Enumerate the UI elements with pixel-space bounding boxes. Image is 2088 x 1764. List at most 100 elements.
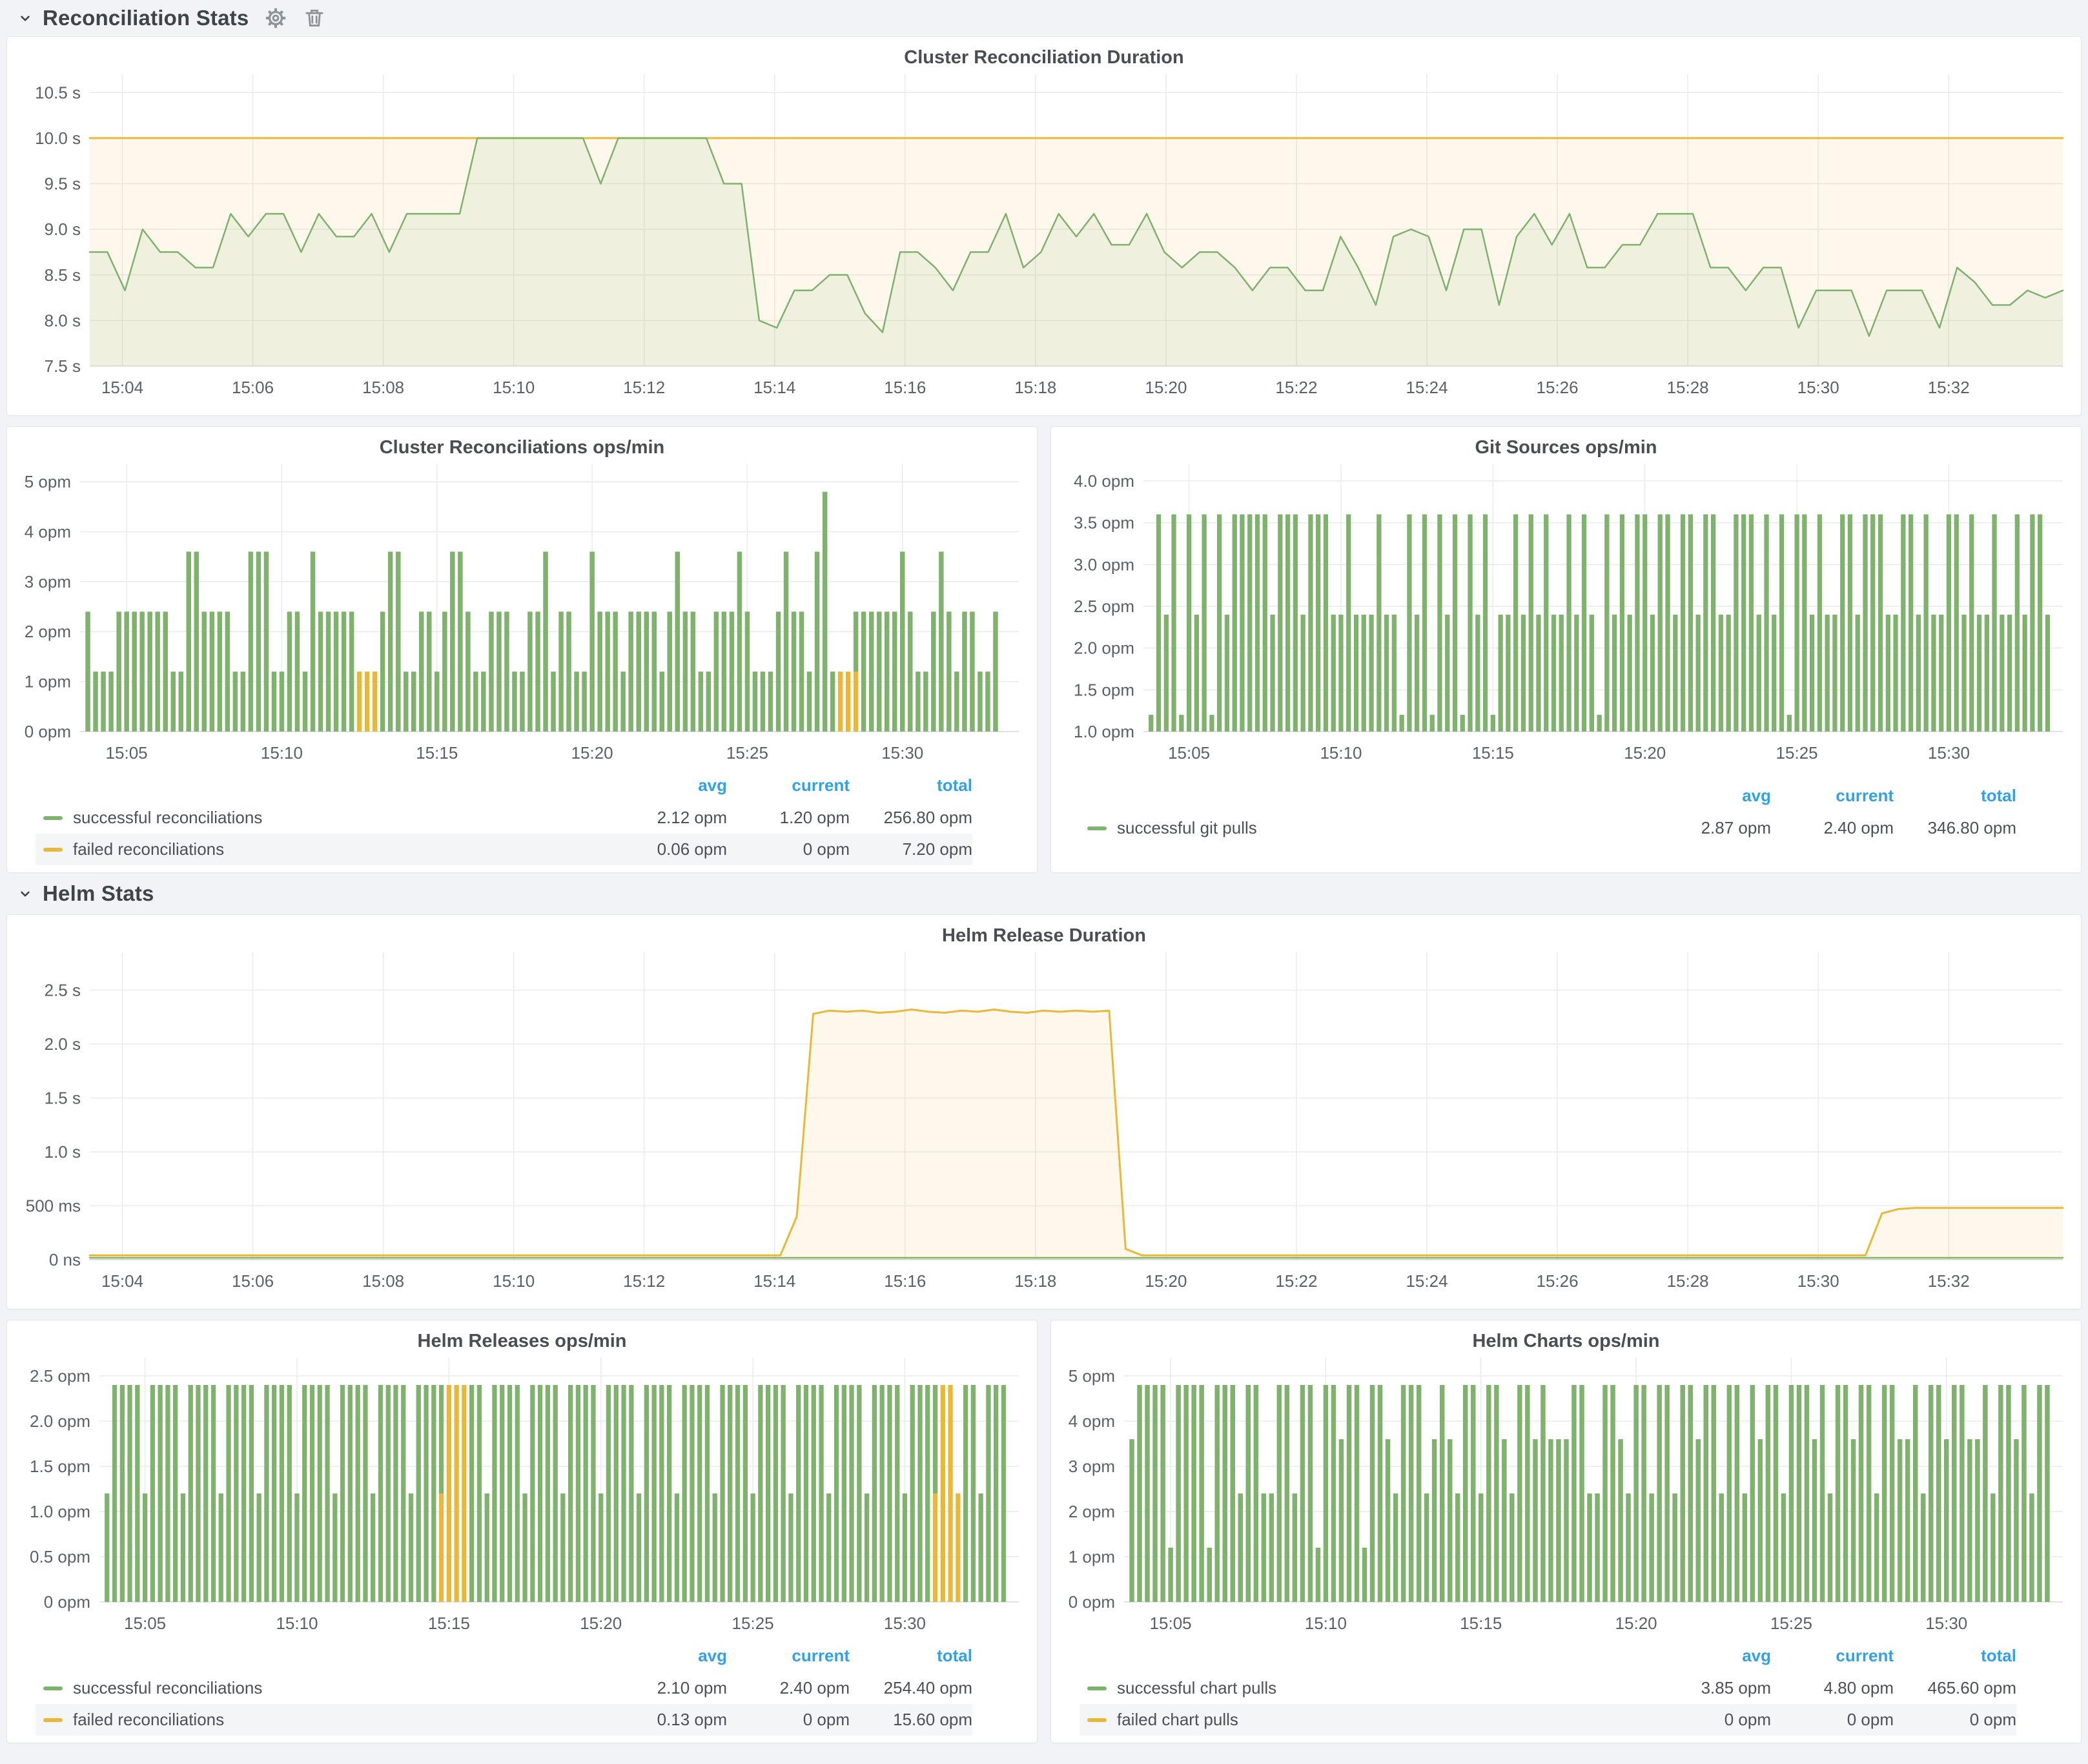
- svg-text:10.5 s: 10.5 s: [35, 83, 81, 102]
- legend-row: successful reconciliations 2.10 opm 2.40 o…: [36, 1672, 972, 1704]
- legend-series-name[interactable]: successful reconciliations: [73, 808, 263, 827]
- svg-text:3 opm: 3 opm: [1069, 1457, 1115, 1476]
- legend-sort-total[interactable]: total: [1981, 1646, 2016, 1665]
- cluster-reconciliations-chart[interactable]: 0 opm 1 opm 2 opm 3 opm 4 opm 5 opm 15:05 15:10…: [7, 455, 1037, 773]
- legend-stat-value: 2.40 opm: [1823, 818, 1894, 837]
- legend-sort-total[interactable]: total: [1981, 786, 2016, 805]
- legend-row: successful git pulls 2.87 opm 2.40 opm 346.…: [1080, 812, 2016, 844]
- svg-text:4.0 opm: 4.0 opm: [1074, 471, 1134, 491]
- legend-sort-avg[interactable]: avg: [1742, 1646, 1771, 1665]
- legend-stat-value: 2.40 opm: [779, 1678, 850, 1697]
- svg-text:15:32: 15:32: [1928, 1271, 1970, 1291]
- svg-text:0 ns: 0 ns: [49, 1250, 81, 1269]
- trash-icon[interactable]: [303, 6, 326, 30]
- svg-text:15:20: 15:20: [580, 1614, 622, 1633]
- svg-text:15:25: 15:25: [726, 743, 768, 763]
- svg-text:2.5 opm: 2.5 opm: [1074, 597, 1134, 616]
- svg-text:1 opm: 1 opm: [1069, 1547, 1115, 1566]
- chevron-down-icon: [21, 15, 30, 21]
- svg-text:15:25: 15:25: [1770, 1614, 1812, 1633]
- svg-text:15:20: 15:20: [1615, 1614, 1657, 1633]
- panel-title[interactable]: Cluster Reconciliation Duration: [904, 47, 1184, 68]
- panel-title[interactable]: Helm Release Duration: [942, 925, 1146, 946]
- legend-sort-total[interactable]: total: [937, 1646, 972, 1665]
- legend-stat-value: 0 opm: [803, 839, 850, 859]
- svg-text:15:14: 15:14: [753, 378, 795, 397]
- legend-series-name[interactable]: failed reconciliations: [73, 1710, 225, 1729]
- legend-stat-value: 0 opm: [803, 1710, 850, 1729]
- svg-text:2.5 s: 2.5 s: [45, 980, 81, 1000]
- helm-charts-chart[interactable]: 0 opm 1 opm 2 opm 3 opm 4 opm 5 opm 15:05 15:10…: [1051, 1349, 2081, 1643]
- helm-release-duration-chart[interactable]: 0 ns 500 ms 1.0 s 1.5 s 2.0 s 2.5 s 15:04 15:06…: [7, 943, 2081, 1301]
- svg-text:9.0 s: 9.0 s: [45, 220, 81, 239]
- legend-series-color-icon[interactable]: [43, 1686, 63, 1690]
- svg-text:15:05: 15:05: [1168, 743, 1210, 763]
- legend-sort-current[interactable]: current: [1836, 1646, 1894, 1665]
- git-sources-chart[interactable]: 1.0 opm 1.5 opm 2.0 opm 2.5 opm 3.0 opm 3.5 o…: [1051, 455, 2081, 773]
- legend-header-row: avg current total: [36, 1643, 972, 1672]
- legend-series-name[interactable]: successful chart pulls: [1117, 1678, 1277, 1697]
- svg-text:15:10: 15:10: [1320, 743, 1362, 763]
- svg-text:15:14: 15:14: [753, 1271, 795, 1291]
- svg-text:15:15: 15:15: [416, 743, 458, 763]
- legend-sort-avg[interactable]: avg: [698, 1646, 727, 1665]
- svg-text:15:18: 15:18: [1014, 378, 1056, 397]
- svg-text:15:30: 15:30: [1797, 1271, 1839, 1291]
- panel-title[interactable]: Cluster Reconciliations ops/min: [379, 437, 665, 458]
- svg-text:15:22: 15:22: [1275, 378, 1317, 397]
- legend-series-color-icon[interactable]: [43, 815, 63, 820]
- panel-title[interactable]: Helm Releases ops/min: [417, 1331, 627, 1351]
- svg-text:15:04: 15:04: [101, 1271, 143, 1291]
- legend-sort-current[interactable]: current: [1836, 786, 1894, 805]
- svg-text:15:26: 15:26: [1537, 378, 1579, 397]
- section-header-helm-stats[interactable]: Helm Stats: [6, 873, 2082, 914]
- svg-text:15:10: 15:10: [261, 743, 303, 763]
- legend-sort-current[interactable]: current: [792, 1646, 850, 1665]
- svg-text:4 opm: 4 opm: [25, 522, 71, 541]
- legend-sort-avg[interactable]: avg: [698, 775, 727, 795]
- legend-table: avg current total successful chart pulls 3.8…: [1080, 1643, 2016, 1736]
- svg-text:0 opm: 0 opm: [1069, 1592, 1115, 1612]
- svg-text:15:05: 15:05: [106, 743, 148, 763]
- svg-text:15:08: 15:08: [362, 378, 404, 397]
- panel-title[interactable]: Helm Charts ops/min: [1472, 1331, 1660, 1351]
- legend-series-color-icon[interactable]: [1087, 1718, 1107, 1722]
- svg-text:2 opm: 2 opm: [25, 622, 71, 641]
- svg-text:9.5 s: 9.5 s: [45, 174, 81, 194]
- svg-text:7.5 s: 7.5 s: [45, 356, 81, 376]
- legend-series-color-icon[interactable]: [43, 1718, 63, 1722]
- helm-releases-chart[interactable]: 0 opm 0.5 opm 1.0 opm 1.5 opm 2.0 opm 2.5 opm…: [7, 1349, 1037, 1643]
- svg-text:15:16: 15:16: [884, 378, 926, 397]
- legend-sort-avg[interactable]: avg: [1742, 786, 1771, 805]
- panel-title[interactable]: Git Sources ops/min: [1475, 437, 1657, 458]
- cluster-reconciliation-duration-chart[interactable]: 7.5 s 8.0 s 8.5 s 9.0 s 9.5 s 10.0 s 10.5 s 15:…: [7, 65, 2081, 407]
- legend-sort-current[interactable]: current: [792, 775, 850, 795]
- svg-text:500 ms: 500 ms: [26, 1196, 81, 1215]
- svg-text:15:05: 15:05: [124, 1614, 166, 1633]
- legend-series-color-icon[interactable]: [1087, 1686, 1107, 1690]
- panel-helm-releases-opm: Helm Releases ops/min 0 opm 0.5 opm 1.0 op…: [6, 1320, 1038, 1743]
- svg-text:15:20: 15:20: [1624, 743, 1666, 763]
- legend-sort-total[interactable]: total: [937, 775, 972, 795]
- legend-row: failed chart pulls 0 opm 0 opm 0 opm: [1080, 1704, 2016, 1736]
- legend-series-name[interactable]: successful git pulls: [1117, 818, 1257, 837]
- legend-series-name[interactable]: successful reconciliations: [73, 1678, 263, 1697]
- svg-text:15:15: 15:15: [1460, 1614, 1502, 1633]
- section-header-reconciliation-stats[interactable]: Reconciliation Stats: [6, 0, 2082, 36]
- legend-series-name[interactable]: failed reconciliations: [73, 839, 225, 859]
- svg-text:4 opm: 4 opm: [1069, 1411, 1115, 1431]
- gear-icon[interactable]: [264, 6, 287, 30]
- legend-series-color-icon[interactable]: [43, 847, 63, 852]
- legend-table: avg current total successful git pulls 2.87 …: [1080, 783, 2016, 844]
- svg-text:15:05: 15:05: [1150, 1614, 1192, 1633]
- svg-text:15:24: 15:24: [1406, 1271, 1448, 1291]
- panel-git-sources-opm: Git Sources ops/min 1.0 opm 1.5 opm 2.0 op…: [1050, 426, 2082, 873]
- legend-series-color-icon[interactable]: [1087, 826, 1107, 830]
- legend-stat-value: 0.06 opm: [657, 839, 727, 859]
- svg-text:1.0 opm: 1.0 opm: [30, 1502, 90, 1521]
- svg-text:15:15: 15:15: [1472, 743, 1514, 763]
- legend-series-name[interactable]: failed chart pulls: [1117, 1710, 1238, 1729]
- legend-stat-value: 3.85 opm: [1701, 1678, 1771, 1697]
- svg-text:15:16: 15:16: [884, 1271, 926, 1291]
